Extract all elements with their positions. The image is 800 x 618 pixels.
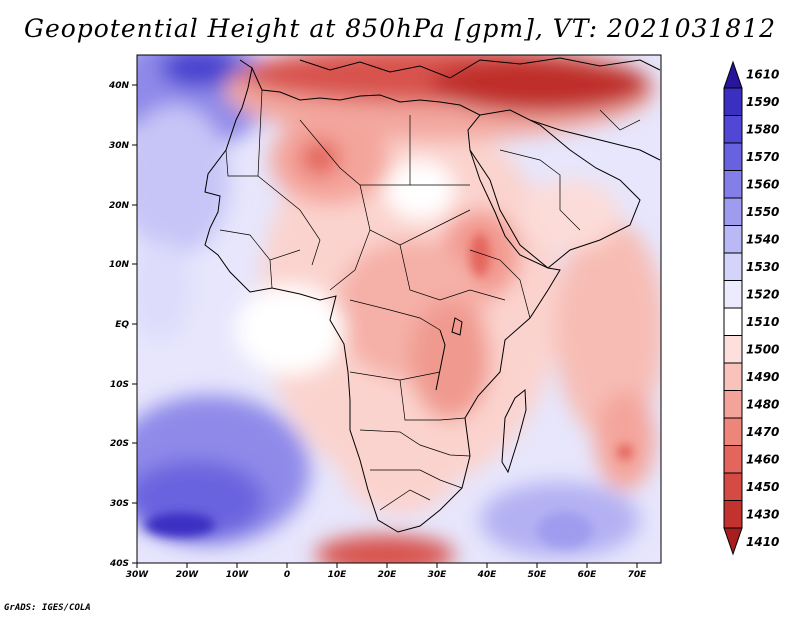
y-ticks xyxy=(132,84,137,564)
x-ticks xyxy=(136,563,638,568)
colorbar-swatch xyxy=(723,390,743,419)
colorbar-label: 1550 xyxy=(746,205,779,219)
y-tick-label: 20S xyxy=(110,439,129,449)
colorbar-label: 1610 xyxy=(746,67,779,81)
colorbar-label: 1410 xyxy=(746,535,779,549)
colorbar-label: 1470 xyxy=(746,425,779,439)
colorbar-swatch xyxy=(723,142,743,171)
y-tick-label: 30S xyxy=(110,499,129,509)
colorbar-swatch xyxy=(723,115,743,144)
colorbar-label: 1560 xyxy=(746,177,779,191)
y-tick-label: 40N xyxy=(108,81,130,91)
colorbar: 1610 1590 1580 1570 1560 1550 1540 1530 1520 1510… xyxy=(723,60,779,556)
x-tick-label: 30E xyxy=(428,570,448,580)
x-tick-label: 10E xyxy=(328,570,348,580)
colorbar-swatch xyxy=(723,252,743,281)
colorbar-label: 1530 xyxy=(746,260,779,274)
x-tick-label: 50E xyxy=(528,570,548,580)
colorbar-label: 1430 xyxy=(746,507,779,521)
country-borders xyxy=(219,89,641,511)
colorbar-label: 1480 xyxy=(746,397,779,411)
chart-title: Geopotential Height at 850hPa [gpm], VT:… xyxy=(23,14,777,43)
colorbar-label: 1460 xyxy=(746,452,779,466)
colorbar-swatch xyxy=(723,307,743,336)
colorbar-swatch xyxy=(723,87,743,116)
x-tick-labels: 30W 20W 10W 0 10E 20E 30E 40E 50E 60E 70… xyxy=(126,570,647,580)
colorbar-label: 1450 xyxy=(746,480,779,494)
y-tick-label: 10N xyxy=(109,260,130,270)
colorbar-swatch xyxy=(723,225,743,254)
colorbar-label: 1570 xyxy=(746,150,779,164)
colorbar-top-arrow xyxy=(723,60,743,89)
y-tick-label: 10S xyxy=(110,380,129,390)
y-tick-labels: 40N 30N 20N 10N EQ 10S 20S 30S 40S xyxy=(108,81,130,569)
colorbar-label: 1510 xyxy=(746,315,779,329)
colorbar-label: 1500 xyxy=(746,342,779,356)
height-field xyxy=(137,55,661,563)
colorbar-label: 1540 xyxy=(746,232,779,246)
colorbar-label: 1590 xyxy=(746,95,779,109)
colorbar-swatch xyxy=(723,362,743,391)
colorbar-swatch xyxy=(723,280,743,309)
colorbar-swatch xyxy=(723,335,743,364)
colorbar-swatch xyxy=(723,445,743,474)
coastlines xyxy=(204,57,661,533)
colorbar-bottom-arrow xyxy=(723,527,743,556)
colorbar-swatch xyxy=(723,500,743,529)
colorbar-swatch xyxy=(723,197,743,226)
colorbar-label: 1520 xyxy=(746,287,779,301)
colorbar-swatch xyxy=(723,472,743,501)
y-tick-label: 40S xyxy=(109,559,129,569)
x-tick-label: 10W xyxy=(226,570,250,580)
y-tick-label: EQ xyxy=(115,320,129,330)
x-tick-label: 20E xyxy=(378,570,398,580)
colorbar-swatch xyxy=(723,417,743,446)
x-tick-label: 70E xyxy=(628,570,648,580)
x-tick-label: 0 xyxy=(284,570,290,580)
map-frame xyxy=(136,54,662,564)
y-tick-label: 30N xyxy=(109,141,130,151)
x-tick-label: 40E xyxy=(477,570,498,580)
colorbar-label: 1580 xyxy=(746,122,779,136)
colorbar-swatch xyxy=(723,170,743,199)
x-tick-label: 30W xyxy=(126,570,150,580)
x-tick-label: 60E xyxy=(578,570,598,580)
colorbar-label: 1490 xyxy=(746,370,779,384)
x-tick-label: 20W xyxy=(176,570,200,580)
y-tick-label: 20N xyxy=(109,201,130,211)
footer-credit: GrADS: IGES/COLA xyxy=(4,603,91,613)
